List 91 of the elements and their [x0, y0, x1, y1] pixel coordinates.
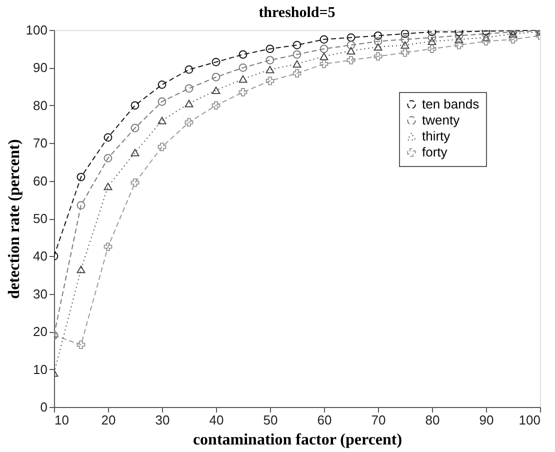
point	[158, 80, 166, 89]
point	[346, 56, 356, 64]
x-axis-title: contamination factor (percent)	[192, 432, 402, 448]
x-tick-label: 90	[479, 412, 494, 428]
point	[428, 30, 436, 36]
point	[130, 178, 140, 187]
point	[454, 31, 464, 40]
point	[76, 340, 86, 350]
point	[158, 142, 166, 152]
x-tick-label: 20	[101, 412, 116, 428]
point	[266, 76, 274, 86]
point	[184, 100, 194, 108]
point	[482, 37, 490, 46]
y-tick-label: 50	[33, 211, 48, 226]
point	[158, 116, 166, 124]
point	[374, 43, 382, 51]
y-tick-label: 80	[33, 98, 48, 113]
legend-label: forty	[422, 144, 448, 160]
point	[346, 47, 356, 54]
point	[292, 69, 302, 78]
point	[482, 34, 490, 42]
x-tick-label: 10	[54, 412, 69, 428]
point	[184, 84, 194, 93]
point	[238, 50, 248, 59]
point	[184, 118, 194, 127]
x-tick-label: 30	[155, 412, 170, 428]
point	[212, 86, 220, 94]
point	[320, 52, 328, 60]
point	[374, 52, 382, 61]
y-tick-label: 40	[33, 248, 48, 264]
y-tick-label: 20	[33, 324, 48, 340]
point	[508, 35, 518, 44]
point	[320, 35, 328, 44]
point	[400, 48, 410, 57]
point	[266, 56, 274, 64]
legend-label: twenty	[422, 112, 460, 128]
y-tick-label: 70	[33, 136, 48, 151]
x-tick-label: 60	[317, 412, 332, 428]
point	[76, 266, 86, 274]
point	[104, 242, 112, 251]
point	[104, 182, 112, 190]
point	[212, 101, 220, 110]
point	[428, 38, 436, 46]
point	[374, 31, 382, 40]
legend-label: ten bands	[422, 96, 480, 112]
point	[130, 148, 140, 156]
legend-label: thirty	[422, 128, 451, 144]
point	[266, 66, 274, 74]
x-tick-label: 80	[425, 412, 440, 428]
point	[158, 97, 166, 106]
point	[212, 58, 220, 66]
y-tick-label: 0	[40, 400, 48, 414]
point	[428, 44, 436, 54]
point	[104, 154, 112, 162]
point	[454, 36, 464, 44]
point	[320, 60, 328, 68]
x-tick-label: 70	[371, 412, 386, 428]
point	[454, 30, 464, 36]
point	[104, 133, 112, 142]
point	[76, 172, 86, 182]
point	[292, 60, 302, 68]
point	[76, 201, 86, 210]
point	[428, 33, 436, 42]
x-tick-label: 40	[209, 412, 224, 428]
point	[184, 65, 194, 74]
y-tick-label: 30	[33, 286, 48, 302]
y-tick-label: 90	[33, 60, 48, 76]
point	[346, 33, 356, 42]
x-tick-label: 50	[263, 412, 278, 428]
point	[130, 101, 140, 110]
x-tick-label: 100	[518, 412, 540, 428]
point	[292, 40, 302, 50]
y-tick-label: 10	[33, 362, 48, 377]
point	[400, 30, 410, 38]
point	[346, 40, 356, 50]
point	[454, 40, 464, 50]
point	[130, 124, 140, 132]
point	[292, 50, 302, 59]
point	[374, 37, 382, 46]
point	[320, 44, 328, 54]
point	[238, 88, 248, 96]
point	[400, 35, 410, 44]
point	[266, 44, 274, 54]
point	[238, 64, 248, 72]
point	[238, 75, 248, 83]
y-tick-label: 100	[26, 22, 48, 38]
point	[400, 41, 410, 49]
point	[212, 72, 220, 82]
y-axis-title: detection rate (percent)	[6, 139, 23, 299]
y-tick-label: 60	[33, 173, 48, 188]
chart-title: threshold=5	[258, 5, 336, 21]
